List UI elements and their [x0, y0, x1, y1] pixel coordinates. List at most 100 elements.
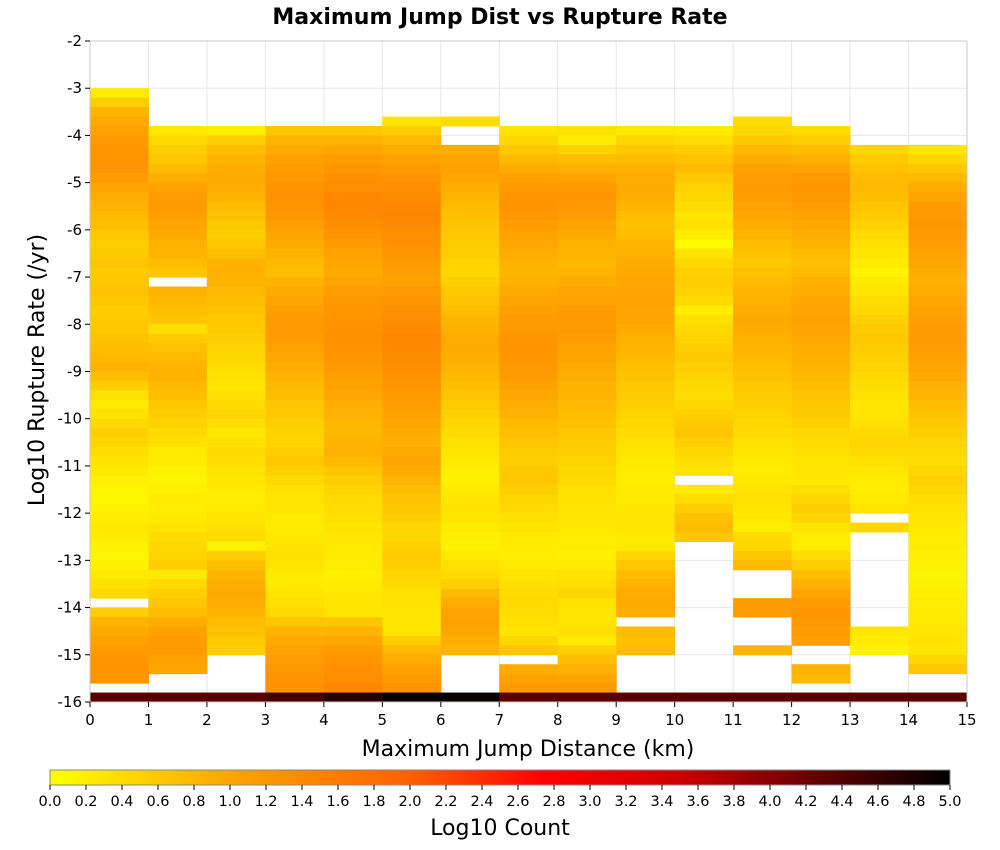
- heatmap-cell: [382, 220, 442, 231]
- heatmap-cell: [674, 295, 734, 306]
- heatmap-cell: [382, 428, 442, 439]
- heatmap-cell: [90, 475, 149, 486]
- heatmap-cell: [908, 333, 968, 344]
- heatmap-cell: [850, 248, 910, 259]
- heatmap-cell: [382, 635, 442, 646]
- heatmap-cell: [206, 267, 266, 278]
- heatmap-cell: [850, 380, 910, 391]
- heatmap-cell: [148, 314, 208, 325]
- heatmap-cell: [850, 362, 910, 372]
- heatmap-cell: [850, 399, 910, 410]
- heatmap-cell: [908, 390, 968, 401]
- heatmap-cell: [674, 380, 734, 391]
- heatmap-cell: [148, 267, 208, 278]
- heatmap-cell: [323, 664, 383, 675]
- heatmap-cell: [616, 380, 676, 391]
- heatmap-cell: [206, 305, 266, 316]
- heatmap-cell: [265, 343, 325, 354]
- heatmap-cell: [733, 560, 793, 571]
- heatmap-cell: [557, 645, 617, 656]
- heatmap-cell: [733, 645, 793, 656]
- heatmap-cell: [616, 503, 676, 514]
- heatmap-cell: [674, 305, 734, 316]
- heatmap-cell: [440, 248, 500, 259]
- heatmap-cell: [265, 248, 325, 259]
- heatmap-cell: [382, 277, 442, 288]
- colorbar-tick-label: 2.6: [506, 794, 529, 810]
- heatmap-cell: [440, 362, 500, 372]
- heatmap-cell: [323, 333, 383, 344]
- colorbar-tick-label: 2.0: [398, 794, 421, 810]
- heatmap-cell: [90, 532, 149, 542]
- heatmap-cell: [323, 295, 383, 306]
- heatmap-cell: [440, 220, 500, 231]
- heatmap-cell: [323, 239, 383, 250]
- colorbar-tick-label: 4.6: [866, 794, 889, 810]
- heatmap-cell: [791, 399, 851, 410]
- heatmap-cell: [90, 352, 149, 363]
- heatmap-cell: [616, 635, 676, 646]
- heatmap-cell: [557, 286, 617, 297]
- heatmap-cell: [382, 390, 442, 401]
- heatmap-cell: [616, 343, 676, 354]
- heatmap-cell: [382, 541, 442, 552]
- heatmap-cell: [90, 107, 149, 118]
- heatmap-cell: [148, 229, 208, 240]
- heatmap-cell: [382, 182, 442, 193]
- heatmap-cell: [90, 324, 149, 335]
- heatmap-cell: [382, 645, 442, 656]
- heatmap-cell: [733, 399, 793, 410]
- x-tick-label: 11: [724, 711, 743, 729]
- heatmap-cell: [206, 192, 266, 203]
- heatmap-cell: [674, 173, 734, 184]
- heatmap-cell: [265, 258, 325, 269]
- heatmap-cell: [265, 683, 325, 694]
- heatmap-cell: [733, 144, 793, 155]
- heatmap-cell: [908, 277, 968, 288]
- heatmap-cell: [791, 447, 851, 457]
- heatmap-cell: [791, 135, 851, 146]
- heatmap-cell: [557, 371, 617, 382]
- heatmap-cell: [382, 239, 442, 250]
- heatmap-cell: [382, 513, 442, 524]
- heatmap-cell: [440, 333, 500, 344]
- heatmap-cell: [206, 503, 266, 514]
- heatmap-cell: [557, 135, 617, 146]
- colorbar-tick-label: 2.8: [542, 794, 565, 810]
- heatmap-cell: [733, 428, 793, 439]
- heatmap-cell: [616, 588, 676, 599]
- heatmap-cell: [908, 371, 968, 382]
- heatmap-cell: [791, 352, 851, 363]
- heatmap-cell: [90, 484, 149, 495]
- heatmap-cell: [850, 201, 910, 212]
- heatmap-cell: [440, 371, 500, 382]
- heatmap-cell: [791, 371, 851, 382]
- heatmap-cell: [323, 154, 383, 165]
- heatmap-cell-bottom: [382, 692, 442, 702]
- heatmap-cell: [499, 286, 559, 297]
- heatmap-cell: [557, 229, 617, 240]
- heatmap-cell: [265, 333, 325, 344]
- heatmap-cell: [90, 550, 149, 561]
- heatmap-cell: [323, 258, 383, 269]
- heatmap-cell: [733, 409, 793, 420]
- heatmap-cell: [148, 390, 208, 401]
- heatmap-cell: [206, 380, 266, 391]
- heatmap-cell: [90, 447, 149, 457]
- heatmap-cell: [206, 399, 266, 410]
- heatmap-cell: [733, 418, 793, 429]
- heatmap-cell: [908, 418, 968, 429]
- heatmap-cell: [791, 437, 851, 448]
- heatmap-cell: [382, 447, 442, 457]
- heatmap-cell: [557, 607, 617, 618]
- heatmap-cell: [850, 267, 910, 278]
- heatmap-cell: [908, 267, 968, 278]
- heatmap-cell: [265, 465, 325, 476]
- heatmap-cell: [206, 447, 266, 457]
- heatmap-cell: [148, 607, 208, 618]
- heatmap-cell: [323, 522, 383, 533]
- heatmap-cell: [557, 258, 617, 269]
- heatmap-cell: [499, 588, 559, 599]
- heatmap-cell: [206, 295, 266, 306]
- heatmap-cell: [265, 437, 325, 448]
